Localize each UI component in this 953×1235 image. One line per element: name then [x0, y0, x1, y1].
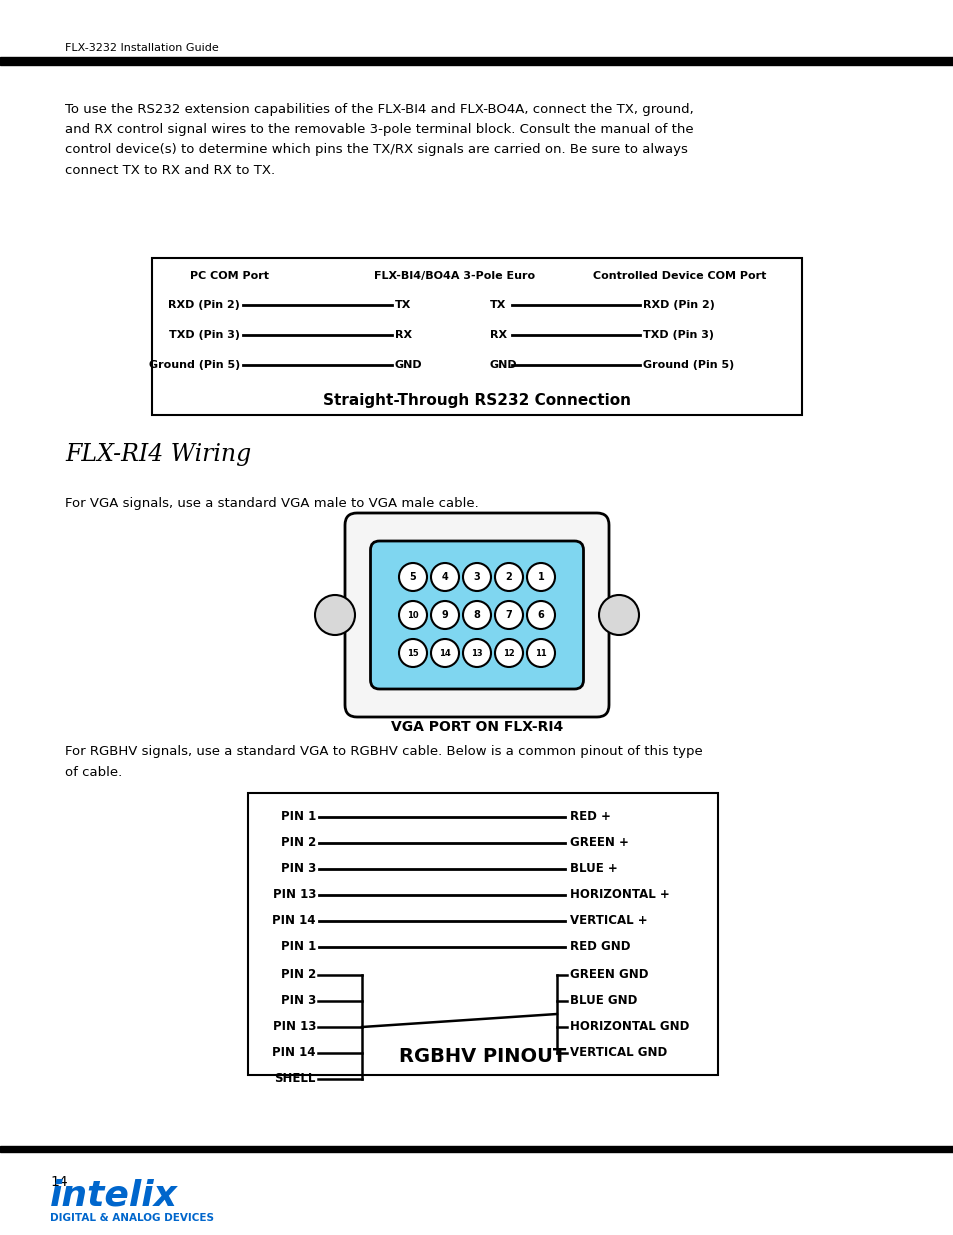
Text: PIN 3: PIN 3	[280, 994, 315, 1008]
Text: For VGA signals, use a standard VGA male to VGA male cable.: For VGA signals, use a standard VGA male…	[65, 496, 478, 510]
Text: GREEN GND: GREEN GND	[569, 968, 648, 982]
Text: TXD (Pin 3): TXD (Pin 3)	[169, 330, 240, 340]
Text: 14: 14	[438, 648, 451, 657]
Circle shape	[314, 595, 355, 635]
Text: 12: 12	[502, 648, 515, 657]
Text: PC COM Port: PC COM Port	[191, 270, 269, 282]
Text: 10: 10	[407, 610, 418, 620]
Text: HORIZONTAL GND: HORIZONTAL GND	[569, 1020, 689, 1034]
Text: 13: 13	[471, 648, 482, 657]
Text: 11: 11	[535, 648, 546, 657]
Text: PIN 14: PIN 14	[273, 1046, 315, 1060]
Bar	[152, 258, 801, 415]
Text: TX: TX	[490, 300, 506, 310]
Text: and RX control signal wires to the removable 3-pole terminal block. Consult the : and RX control signal wires to the remov…	[65, 124, 693, 137]
Circle shape	[526, 563, 555, 592]
Text: RX: RX	[395, 330, 412, 340]
Text: Ground (Pin 5): Ground (Pin 5)	[642, 359, 734, 370]
Text: SHELL: SHELL	[274, 1072, 315, 1086]
Circle shape	[598, 595, 639, 635]
Text: 8: 8	[473, 610, 480, 620]
Text: To use the RS232 extension capabilities of the FLX-BI4 and FLX-BO4A, connect the: To use the RS232 extension capabilities …	[65, 104, 693, 116]
Text: 9: 9	[441, 610, 448, 620]
Text: RXD (Pin 2): RXD (Pin 2)	[168, 300, 240, 310]
Text: VERTICAL +: VERTICAL +	[569, 914, 647, 927]
Text: intelix: intelix	[50, 1178, 177, 1212]
Circle shape	[431, 638, 458, 667]
FancyBboxPatch shape	[370, 541, 583, 689]
Circle shape	[462, 638, 491, 667]
Text: HORIZONTAL +: HORIZONTAL +	[569, 888, 669, 902]
Circle shape	[462, 563, 491, 592]
Text: FLX-BI4/BO4A 3-Pole Euro: FLX-BI4/BO4A 3-Pole Euro	[374, 270, 535, 282]
Text: VERTICAL GND: VERTICAL GND	[569, 1046, 666, 1060]
Circle shape	[462, 601, 491, 629]
Text: 5: 5	[409, 572, 416, 582]
Text: PIN 14: PIN 14	[273, 914, 315, 927]
Circle shape	[431, 563, 458, 592]
Text: GREEN +: GREEN +	[569, 836, 628, 850]
Text: Controlled Device COM Port: Controlled Device COM Port	[593, 270, 766, 282]
Text: RED +: RED +	[569, 810, 610, 824]
Text: PIN 13: PIN 13	[273, 888, 315, 902]
Text: PIN 1: PIN 1	[280, 941, 315, 953]
Circle shape	[495, 563, 522, 592]
Text: Straight-Through RS232 Connection: Straight-Through RS232 Connection	[323, 394, 630, 409]
Text: 15: 15	[407, 648, 418, 657]
Text: PIN 1: PIN 1	[280, 810, 315, 824]
Text: of cable.: of cable.	[65, 767, 122, 779]
Text: TX: TX	[395, 300, 411, 310]
Text: RGBHV PINOUT: RGBHV PINOUT	[399, 1047, 566, 1067]
Circle shape	[526, 638, 555, 667]
Text: 2: 2	[505, 572, 512, 582]
Circle shape	[398, 601, 427, 629]
Circle shape	[495, 601, 522, 629]
Text: PIN 3: PIN 3	[280, 862, 315, 876]
Text: PIN 2: PIN 2	[280, 836, 315, 850]
Text: 6: 6	[537, 610, 544, 620]
Text: 1: 1	[537, 572, 544, 582]
Text: 7: 7	[505, 610, 512, 620]
Text: connect TX to RX and RX to TX.: connect TX to RX and RX to TX.	[65, 163, 274, 177]
Bar	[0, 57, 953, 65]
Text: RED GND: RED GND	[569, 941, 630, 953]
Text: GND: GND	[395, 359, 422, 370]
Text: BLUE GND: BLUE GND	[569, 994, 637, 1008]
FancyBboxPatch shape	[345, 513, 608, 718]
Text: 3: 3	[473, 572, 480, 582]
Circle shape	[398, 638, 427, 667]
Bar	[0, 1146, 953, 1152]
Circle shape	[526, 601, 555, 629]
Text: 14: 14	[50, 1174, 68, 1189]
Text: TXD (Pin 3): TXD (Pin 3)	[642, 330, 713, 340]
Text: GND: GND	[490, 359, 517, 370]
Text: PIN 13: PIN 13	[273, 1020, 315, 1034]
Text: FLX-3232 Installation Guide: FLX-3232 Installation Guide	[65, 43, 218, 53]
Text: 4: 4	[441, 572, 448, 582]
Text: RX: RX	[490, 330, 507, 340]
Text: PIN 2: PIN 2	[280, 968, 315, 982]
Text: For RGBHV signals, use a standard VGA to RGBHV cable. Below is a common pinout o: For RGBHV signals, use a standard VGA to…	[65, 746, 702, 758]
Text: control device(s) to determine which pins the TX/RX signals are carried on. Be s: control device(s) to determine which pin…	[65, 143, 687, 157]
Text: VGA PORT ON FLX-RI4: VGA PORT ON FLX-RI4	[391, 720, 562, 734]
Circle shape	[431, 601, 458, 629]
Bar	[248, 793, 718, 1074]
Text: FLX-RI4 Wiring: FLX-RI4 Wiring	[65, 443, 251, 467]
Circle shape	[495, 638, 522, 667]
Text: Ground (Pin 5): Ground (Pin 5)	[149, 359, 240, 370]
Circle shape	[398, 563, 427, 592]
Text: DIGITAL & ANALOG DEVICES: DIGITAL & ANALOG DEVICES	[50, 1213, 213, 1223]
Text: RXD (Pin 2): RXD (Pin 2)	[642, 300, 714, 310]
Text: BLUE +: BLUE +	[569, 862, 618, 876]
